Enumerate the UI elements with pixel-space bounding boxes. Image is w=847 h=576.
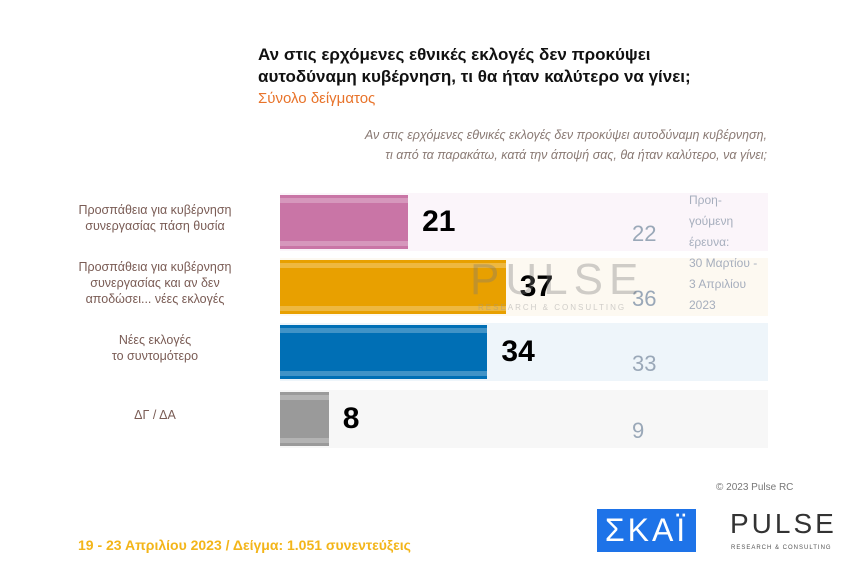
category-label: ΔΓ / ΔΑ: [55, 407, 255, 423]
watermark-subtext: RESEARCH & CONSULTING: [478, 303, 627, 312]
bar: [280, 392, 329, 446]
previous-value: 9: [632, 418, 645, 443]
survey-footer: 19 - 23 Απριλίου 2023 / Δείγμα: 1.051 συ…: [78, 537, 411, 553]
pulse-logo: PULSE: [730, 508, 837, 539]
data-label: 8: [342, 402, 360, 435]
bar: [280, 195, 409, 249]
previous-value: 36: [632, 286, 657, 311]
question-line: Αν στις ερχόμενες εθνικές εκλογές δεν πρ…: [364, 128, 767, 142]
category-label: Προσπάθεια για κυβέρνηση συνεργασίας και …: [55, 259, 255, 307]
category-label-line: το συντομότερο: [111, 349, 199, 363]
category-label-line: συνεργασίας και αν δεν: [90, 276, 220, 290]
chart-title: Αν στις ερχόμενες εθνικές εκλογές δεν πρ…: [258, 44, 691, 88]
previous-note-line: 30 Μαρτίου -: [689, 256, 758, 270]
chart-subtitle: Σύνολο δείγματος: [258, 90, 376, 107]
watermark-logo: PULSE: [470, 255, 645, 304]
category-label: Νέες εκλογές το συντομότερο: [55, 332, 255, 364]
question-line: τι από τα παρακάτω, κατά την άποψή σας, …: [385, 148, 767, 162]
previous-value: 22: [632, 221, 657, 246]
row-background: [280, 390, 768, 448]
bar: [280, 260, 506, 314]
category-label-line: αποδώσει... νέες εκλογές: [85, 292, 225, 306]
question-text: Αν στις ερχόμενες εθνικές εκλογές δεν πρ…: [365, 125, 767, 165]
previous-note-line: έρευνα:: [689, 235, 730, 249]
category-label-line: ΔΓ / ΔΑ: [134, 408, 176, 422]
category-label-line: Προσπάθεια για κυβέρνηση: [78, 260, 232, 274]
previous-note-line: Προη-: [689, 193, 722, 207]
previous-value: 33: [632, 351, 657, 376]
previous-note-line: 2023: [689, 298, 716, 312]
category-label-line: Προσπάθεια για κυβέρνηση: [78, 203, 232, 217]
pulse-logo-subtext: RESEARCH & CONSULTING: [731, 545, 832, 551]
category-label-line: συνεργασίας πάση θυσία: [85, 219, 225, 233]
title-line: αυτοδύναμη κυβέρνηση, τι θα ήταν καλύτερ…: [258, 67, 691, 86]
skai-logo: ΣΚΑΪ: [597, 509, 696, 552]
title-line: Αν στις ερχόμενες εθνικές εκλογές δεν πρ…: [258, 45, 651, 64]
category-label-line: Νέες εκλογές: [118, 333, 192, 347]
previous-survey-note: Προη-γούμενη έρευνα: 30 Μαρτίου - 3 Απριλίο…: [689, 190, 757, 316]
copyright: © 2023 Pulse RC: [716, 482, 794, 493]
data-label: 34: [501, 335, 535, 368]
bar: [280, 325, 488, 379]
previous-note-line: 3 Απριλίου: [689, 277, 747, 291]
data-label: 37: [519, 270, 554, 303]
category-label: Προσπάθεια για κυβέρνηση συνεργασίας πάση…: [55, 202, 255, 234]
data-label: 21: [422, 205, 456, 238]
previous-note-line: γούμενη: [689, 214, 734, 228]
